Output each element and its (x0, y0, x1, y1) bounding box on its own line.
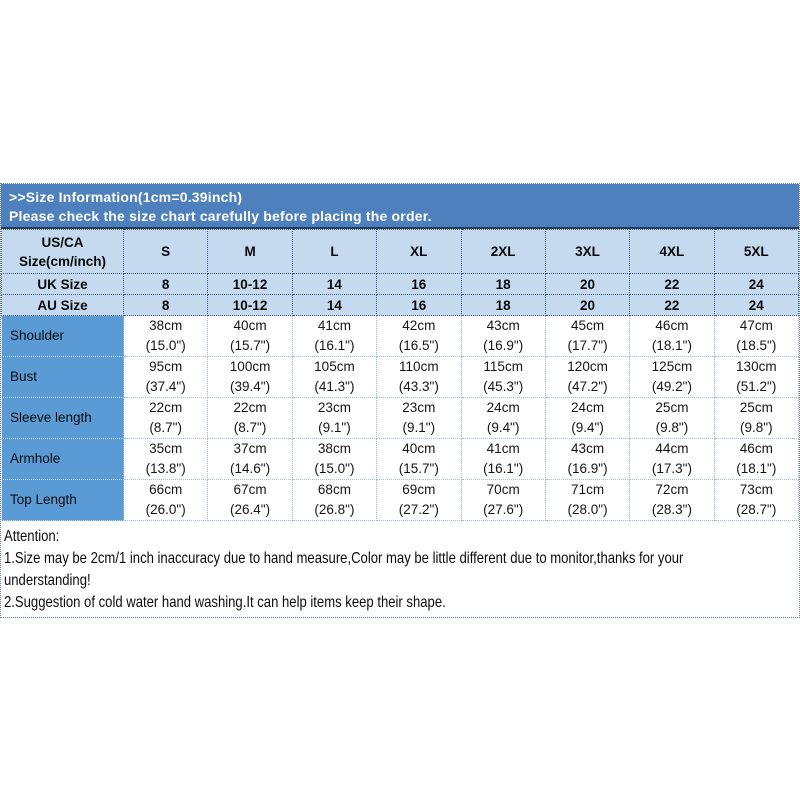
au-size-label: AU Size (1, 294, 124, 316)
size-col-header: L (291, 229, 378, 274)
size-col-header: 5XL (713, 229, 800, 274)
measurement-label: Bust (1, 356, 124, 398)
attention-text: Attention: 1.Size may be 2cm/1 inch inac… (4, 528, 684, 611)
au-size-row: AU Size 8 10-12 14 16 18 20 22 24 (1, 294, 800, 316)
measurement-cell: 22cm (8.7") (122, 397, 209, 439)
measurement-cell: 95cm (37.4") (122, 356, 209, 398)
size-information-panel: >>Size Information(1cm=0.39inch) Please … (0, 183, 800, 618)
measurement-cell: 23cm (9.1") (291, 397, 378, 439)
attention-note: Attention: 1.Size may be 2cm/1 inch inac… (1, 521, 799, 617)
measurement-cell: 105cm (41.3") (291, 356, 378, 398)
size-col-header: S (122, 229, 209, 274)
measurement-cell: 38cm (15.0") (291, 438, 378, 480)
measurement-cell: 23cm (9.1") (376, 397, 462, 439)
measurement-row-sleeve-length: Sleeve length 22cm (8.7") 22cm (8.7") 23… (1, 397, 800, 439)
measurement-cell: 40cm (15.7") (376, 438, 462, 480)
au-size-cell: 8 (122, 294, 209, 316)
measurement-cell: 25cm (9.8") (713, 397, 800, 439)
measurement-cell: 67cm (26.4") (207, 479, 293, 521)
measurement-row-top-length: Top Length 66cm (26.0") 67cm (26.4") 68c… (1, 479, 800, 521)
corner-header-cell: US/CA Size(cm/inch) (1, 229, 124, 274)
uk-size-cell: 22 (629, 273, 715, 295)
measurement-cell: 130cm (51.2") (713, 356, 800, 398)
measurement-cell: 100cm (39.4") (207, 356, 293, 398)
au-size-cell: 16 (376, 294, 462, 316)
size-info-banner: >>Size Information(1cm=0.39inch) Please … (1, 184, 799, 229)
size-col-header: 3XL (544, 229, 631, 274)
measurement-cell: 41cm (16.1") (291, 315, 378, 357)
measurement-cell: 46cm (18.1") (713, 438, 800, 480)
measurement-cell: 45cm (17.7") (544, 315, 631, 357)
uk-size-cell: 10-12 (207, 273, 293, 295)
measurement-cell: 125cm (49.2") (629, 356, 715, 398)
measurement-cell: 24cm (9.4") (460, 397, 546, 439)
measurement-cell: 68cm (26.8") (291, 479, 378, 521)
measurement-cell: 120cm (47.2") (544, 356, 631, 398)
measurement-cell: 40cm (15.7") (207, 315, 293, 357)
measurement-cell: 44cm (17.3") (629, 438, 715, 480)
banner-subtitle: Please check the size chart carefully be… (9, 208, 432, 224)
uk-size-cell: 20 (544, 273, 631, 295)
au-size-cell: 24 (713, 294, 800, 316)
measurement-row-armhole: Armhole 35cm (13.8") 37cm (14.6") 38cm (… (1, 438, 800, 480)
uk-size-cell: 16 (376, 273, 462, 295)
size-col-header: XL (376, 229, 462, 274)
measurement-cell: 24cm (9.4") (544, 397, 631, 439)
measurement-label: Sleeve length (1, 397, 124, 439)
measurement-cell: 46cm (18.1") (629, 315, 715, 357)
banner-title: >>Size Information(1cm=0.39inch) (9, 189, 243, 205)
uk-size-cell: 24 (713, 273, 800, 295)
measurement-label: Armhole (1, 438, 124, 480)
measurement-cell: 72cm (28.3") (629, 479, 715, 521)
measurement-cell: 69cm (27.2") (376, 479, 462, 521)
size-col-header: M (207, 229, 293, 274)
uk-size-cell: 14 (291, 273, 378, 295)
size-col-header: 2XL (460, 229, 546, 274)
au-size-cell: 14 (291, 294, 378, 316)
measurement-cell: 66cm (26.0") (122, 479, 209, 521)
measurement-row-bust: Bust 95cm (37.4") 100cm (39.4") 105cm (4… (1, 356, 800, 398)
measurement-label: Shoulder (1, 315, 124, 357)
measurement-row-shoulder: Shoulder 38cm (15.0") 40cm (15.7") 41cm … (1, 315, 800, 357)
size-col-header: 4XL (629, 229, 715, 274)
measurement-cell: 35cm (13.8") (122, 438, 209, 480)
measurement-cell: 70cm (27.6") (460, 479, 546, 521)
measurement-cell: 47cm (18.5") (713, 315, 800, 357)
uk-size-row: UK Size 8 10-12 14 16 18 20 22 24 (1, 273, 800, 295)
size-header-row: US/CA Size(cm/inch) S M L XL 2XL 3XL 4XL… (1, 229, 800, 274)
measurement-cell: 115cm (45.3") (460, 356, 546, 398)
measurement-cell: 25cm (9.8") (629, 397, 715, 439)
uk-size-label: UK Size (1, 273, 124, 295)
measurement-cell: 43cm (16.9") (544, 438, 631, 480)
uk-size-cell: 8 (122, 273, 209, 295)
measurement-cell: 43cm (16.9") (460, 315, 546, 357)
measurement-cell: 110cm (43.3") (376, 356, 462, 398)
measurement-cell: 73cm (28.7") (713, 479, 800, 521)
measurement-cell: 42cm (16.5") (376, 315, 462, 357)
measurement-cell: 37cm (14.6") (207, 438, 293, 480)
measurement-cell: 38cm (15.0") (122, 315, 209, 357)
measurement-cell: 71cm (28.0") (544, 479, 631, 521)
au-size-cell: 10-12 (207, 294, 293, 316)
size-chart-table: US/CA Size(cm/inch) S M L XL 2XL 3XL 4XL… (1, 229, 800, 521)
measurement-label: Top Length (1, 479, 124, 521)
measurement-cell: 41cm (16.1") (460, 438, 546, 480)
uk-size-cell: 18 (460, 273, 546, 295)
au-size-cell: 18 (460, 294, 546, 316)
au-size-cell: 20 (544, 294, 631, 316)
measurement-cell: 22cm (8.7") (207, 397, 293, 439)
au-size-cell: 22 (629, 294, 715, 316)
